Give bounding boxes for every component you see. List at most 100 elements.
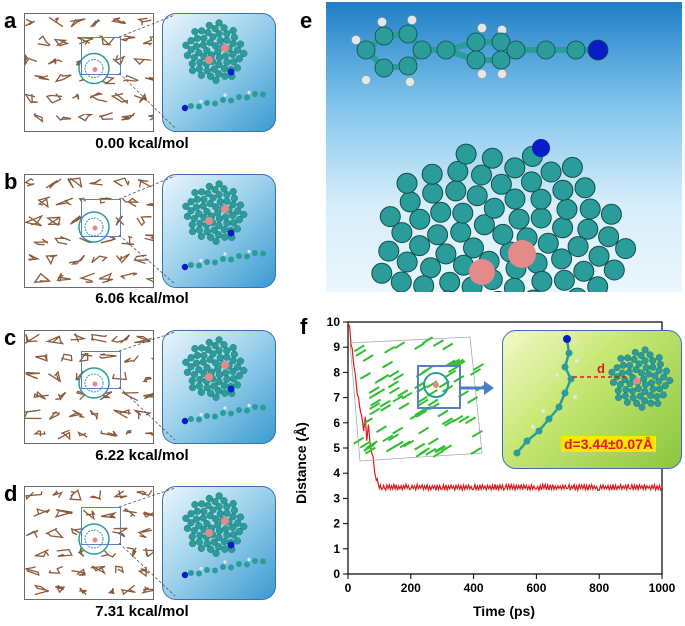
y-tick-label: 7 [333,391,340,405]
x-tick-label: 600 [526,581,546,595]
crystal-molecule [122,508,137,518]
crystal-molecule [98,112,114,120]
crystal-molecule [72,93,80,100]
y-tick-label: 6 [333,416,340,430]
md-box-inset [340,333,490,468]
crystal-molecule [136,17,152,26]
nitrogen-atom [181,104,189,112]
nitrogen-atom [227,68,235,76]
highlight-box-a [81,37,121,75]
crystal-molecule [45,254,58,266]
crystal-molecule [67,177,83,189]
crystal-molecule [77,36,94,46]
crystal-molecule [114,490,128,499]
crystal-packing-a [24,13,154,132]
distance-symbol: d [597,361,605,376]
crystal-molecule [115,253,130,264]
heteroatom [633,377,641,385]
crystal-packing-c [24,330,154,444]
crystal-molecule [90,333,108,343]
heteroatom [469,259,495,285]
crystal-molecule [89,92,108,103]
x-tick-label: 400 [464,581,484,595]
heteroatom [221,361,229,369]
crystal-molecule [120,584,136,596]
linear-molecule [181,557,266,579]
crystal-molecule [33,272,51,283]
crystal-molecule [54,73,72,83]
heteroatom [205,217,213,225]
crystal-molecules [25,177,153,284]
crystal-molecule [121,197,140,208]
crystal-molecule [146,202,153,207]
crystal-molecule [136,216,152,227]
distance-series-line [347,323,663,493]
crystal-molecule [91,255,108,264]
panel-label-e: e [300,8,313,33]
crystal-molecule [98,272,114,284]
crystal-molecule [45,178,62,190]
zoom-view-a [162,13,276,132]
crystal-molecule [110,92,129,105]
crystal-molecule [88,178,103,186]
crystal-molecule [142,36,153,46]
x-tick-label: 800 [589,581,609,595]
x-tick-label: 200 [401,581,421,595]
crystal-molecule [99,197,112,204]
zoom-view-b [162,174,276,288]
y-tick-label: 0 [333,567,340,581]
crystal-molecule [121,391,139,402]
crystal-molecule [144,234,153,242]
linear-molecule [181,403,266,425]
crystal-molecule [115,565,124,574]
panel-label-b: b [4,169,18,194]
panel-label-f: f [300,314,308,339]
crystal-molecules [25,16,153,123]
crystal-molecule [25,18,35,27]
crystal-molecule [77,113,94,122]
crystal-molecule [28,253,41,261]
panel-label-c: c [4,325,17,350]
x-tick-label: 0 [345,581,352,595]
zoom-connectors [118,14,176,597]
distance-value: d=3.44±0.07Å [561,436,657,452]
crystal-molecule [132,58,152,66]
heteroatom [205,56,213,64]
crystal-molecule [112,54,126,66]
crystal-molecule [140,586,153,594]
crystal-molecule [119,35,136,42]
crystal-molecule [47,58,63,65]
crystal-molecule [123,74,140,82]
crystal-molecule [45,93,63,104]
crystal-molecule [77,431,88,438]
y-tick-label: 9 [333,340,340,354]
crystal-molecule [79,587,88,596]
distance-inset: d=3.44±0.07Å d [502,330,682,469]
crystal-molecule [133,92,148,103]
nitrogen-atom [227,385,235,393]
nitrogen-atom [227,541,235,549]
x-axis-label: Time (ps) [473,603,535,619]
crystal-molecule [112,177,130,187]
nitrogen-atom [181,571,189,579]
crystal-molecule [45,335,65,345]
y-tick-label: 5 [333,441,340,455]
crystal-molecule [110,334,130,344]
crystal-molecule [45,216,61,227]
highlight-box-c [81,351,121,389]
energy-label-b: 6.06 kcal/mol [95,290,189,307]
crystal-molecule [25,491,43,501]
fullerene-cage [182,180,248,245]
crystal-molecule [37,35,51,47]
crystal-molecule [33,584,49,596]
heteroatom [221,517,229,525]
linear-molecule [181,90,266,112]
crystal-molecule [44,527,65,539]
crystal-packing-d [24,486,154,600]
crystal-molecule [33,508,51,517]
crystal-molecule [69,215,83,225]
crystal-molecule [100,430,119,437]
linear-molecule-inset [513,335,579,457]
crystal-packing-b [24,174,154,288]
crystal-molecule [113,409,132,419]
